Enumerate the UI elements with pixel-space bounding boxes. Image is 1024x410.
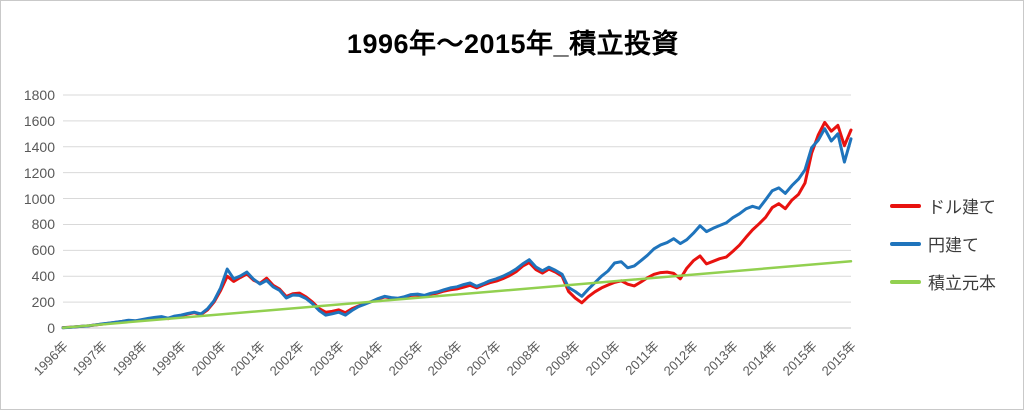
y-tick-label: 1200	[23, 164, 55, 181]
legend-entry-principal[interactable]: 積立元本	[890, 269, 996, 294]
y-tick-label: 0	[47, 320, 55, 336]
series-line-yen[interactable]	[61, 127, 853, 330]
chart-title: 1996年〜2015年_積立投資	[346, 29, 680, 59]
legend-swatch-principal	[890, 279, 921, 284]
y-tick-label: 800	[31, 216, 55, 233]
y-tick-label: 1600	[23, 112, 55, 129]
y-tick-label: 200	[31, 294, 55, 311]
legend-swatch-yen	[890, 241, 921, 246]
legend-label-yen: 円建て	[928, 236, 979, 255]
legend-swatch-dollar	[890, 203, 921, 208]
legend-entry-yen[interactable]: 円建て	[890, 231, 996, 256]
y-tick-label: 400	[31, 268, 55, 285]
y-tick-label: 1000	[23, 190, 55, 207]
y-tick-label: 600	[31, 242, 55, 259]
series-line-dollar[interactable]	[61, 120, 853, 330]
legend: ドル建て 円建て 積立元本	[890, 193, 996, 294]
legend-entry-dollar[interactable]: ドル建て	[890, 193, 996, 218]
legend-label-principal: 積立元本	[928, 274, 996, 293]
y-tick-label: 1400	[23, 138, 55, 155]
y-tick-label: 1800	[23, 87, 55, 103]
legend-label-dollar: ドル建て	[928, 198, 996, 217]
series-line-principal[interactable]	[61, 260, 853, 329]
